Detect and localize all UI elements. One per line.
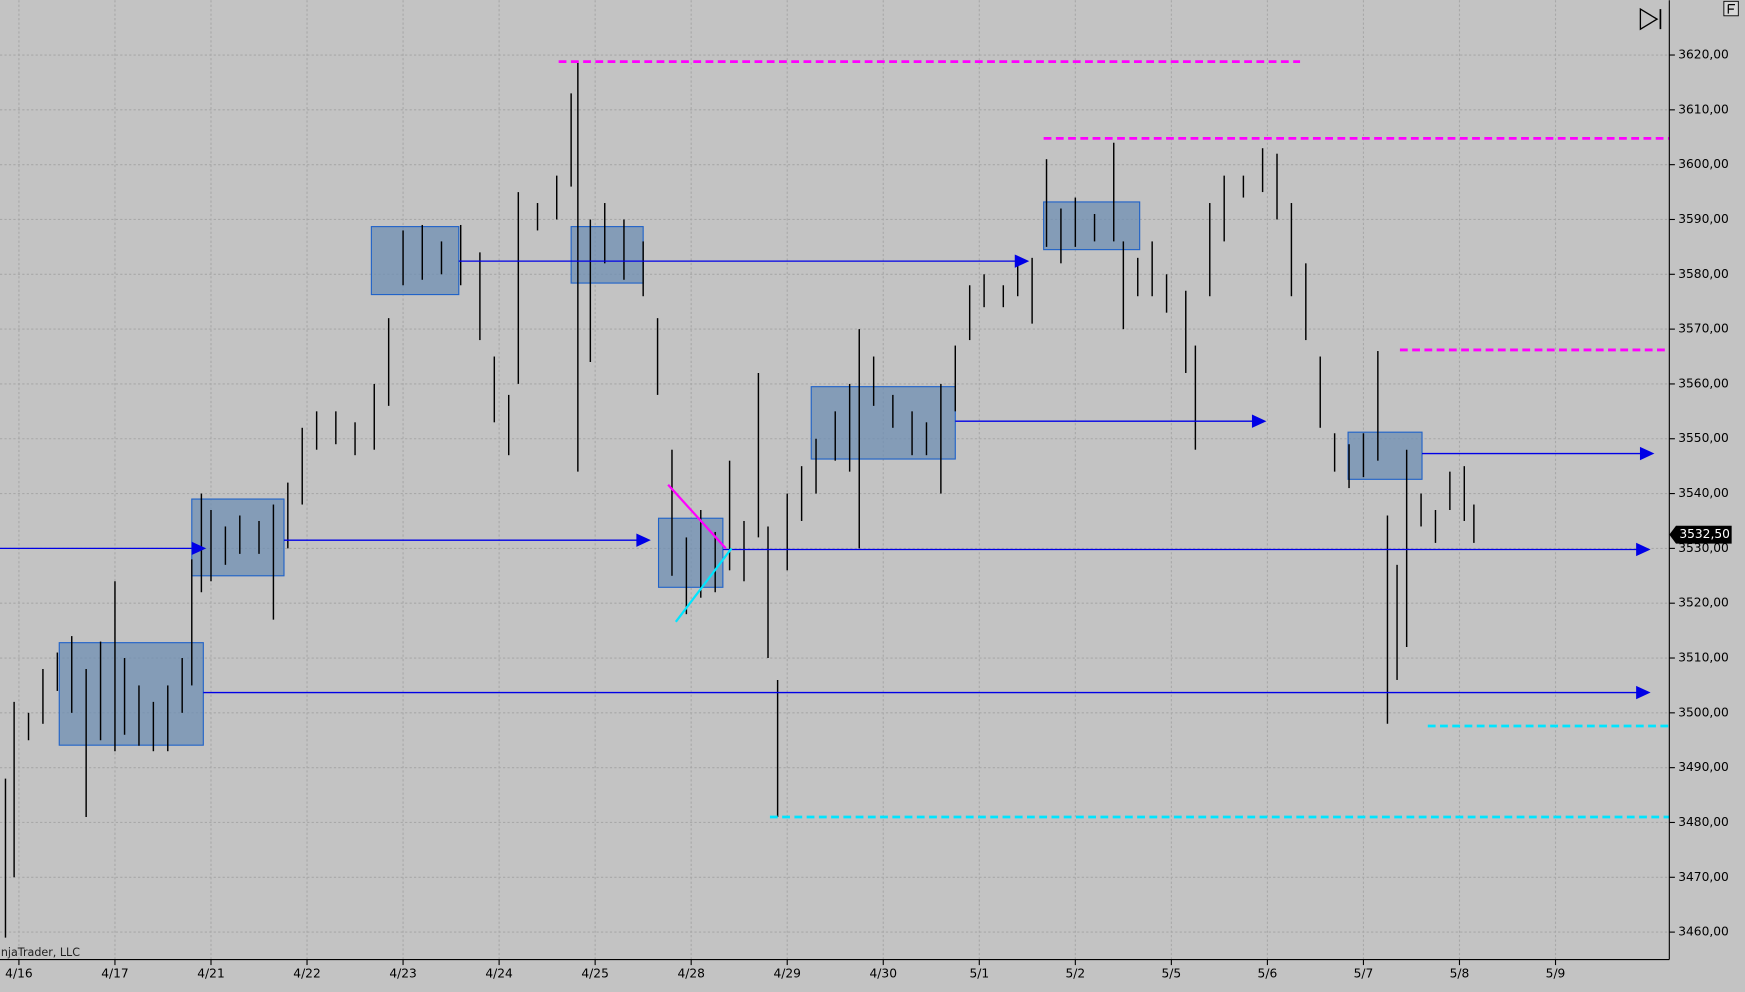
- y-tick-label: 3510,00: [1678, 651, 1729, 665]
- trend-line: [674, 547, 733, 623]
- y-tick-label: 3490,00: [1678, 760, 1729, 774]
- zone-rectangle: [1043, 201, 1141, 251]
- arrow-head: [191, 541, 207, 556]
- arrow-head: [1636, 685, 1651, 700]
- scroll-to-end-button[interactable]: [1636, 7, 1665, 31]
- arrow-head: [1251, 414, 1267, 428]
- arrow-head: [1639, 446, 1655, 461]
- x-tick-label: 4/24: [485, 966, 513, 980]
- zone-rectangle: [657, 517, 724, 588]
- x-tick-label: 4/25: [581, 966, 608, 980]
- y-tick-label: 3520,00: [1678, 596, 1729, 610]
- x-tick-label: 4/29: [773, 966, 800, 980]
- y-tick-label: 3570,00: [1678, 322, 1729, 336]
- x-tick-label: 4/23: [389, 966, 416, 980]
- arrow-head: [1014, 254, 1030, 268]
- y-tick-label: 3540,00: [1678, 486, 1729, 500]
- x-tick-label: 4/16: [5, 966, 33, 980]
- y-tick-label: 3620,00: [1678, 48, 1729, 62]
- y-tick-label: 3560,00: [1678, 376, 1729, 390]
- x-tick-label: 5/9: [1546, 966, 1566, 980]
- y-tick-label: 3460,00: [1678, 925, 1729, 939]
- axes: 3460,00 3470,00 3480,00 3490,00 3500,00 3510,…: [5, 48, 1732, 980]
- watermark: injaTrader, LLC: [0, 946, 80, 959]
- trend-line: [667, 484, 727, 550]
- y-tick-label: 3500,00: [1678, 705, 1729, 719]
- y-tick-label: 3590,00: [1678, 212, 1729, 226]
- x-tick-label: 5/6: [1258, 966, 1278, 980]
- zone-rectangle: [191, 498, 285, 577]
- y-tick-label: 3600,00: [1678, 157, 1729, 171]
- x-tick-label: 5/1: [969, 966, 989, 980]
- x-tick-label: 4/22: [293, 966, 320, 980]
- x-tick-label: 4/21: [197, 966, 224, 980]
- x-tick-label: 5/2: [1065, 966, 1085, 980]
- arrow-head: [636, 533, 651, 547]
- last-price-marker: [1669, 525, 1732, 544]
- f-button[interactable]: [1723, 0, 1739, 17]
- zone-rectangle: [58, 642, 204, 746]
- x-tick-label: 5/7: [1354, 966, 1374, 980]
- x-tick-label: 4/28: [677, 966, 704, 980]
- plot-area: [0, 60, 1670, 938]
- zone-rectangle: [1347, 431, 1423, 480]
- zone-rectangle: [570, 226, 644, 284]
- zone-rectangle: [810, 386, 956, 460]
- last-price-label: 3532,50: [1679, 527, 1730, 541]
- y-tick-label: 3550,00: [1678, 431, 1729, 445]
- x-tick-label: 5/8: [1450, 966, 1470, 980]
- y-tick-label: 3530,00: [1678, 541, 1729, 555]
- x-tick-label: 4/17: [101, 966, 128, 980]
- x-tick-label: 5/5: [1162, 966, 1182, 980]
- y-tick-label: 3480,00: [1678, 815, 1729, 829]
- y-tick-label: 3610,00: [1678, 102, 1729, 116]
- y-tick-label: 3470,00: [1678, 870, 1729, 884]
- y-tick-label: 3580,00: [1678, 267, 1729, 281]
- x-tick-label: 4/30: [870, 966, 897, 980]
- arrow-head: [1636, 542, 1651, 557]
- zone-rectangle: [370, 226, 460, 296]
